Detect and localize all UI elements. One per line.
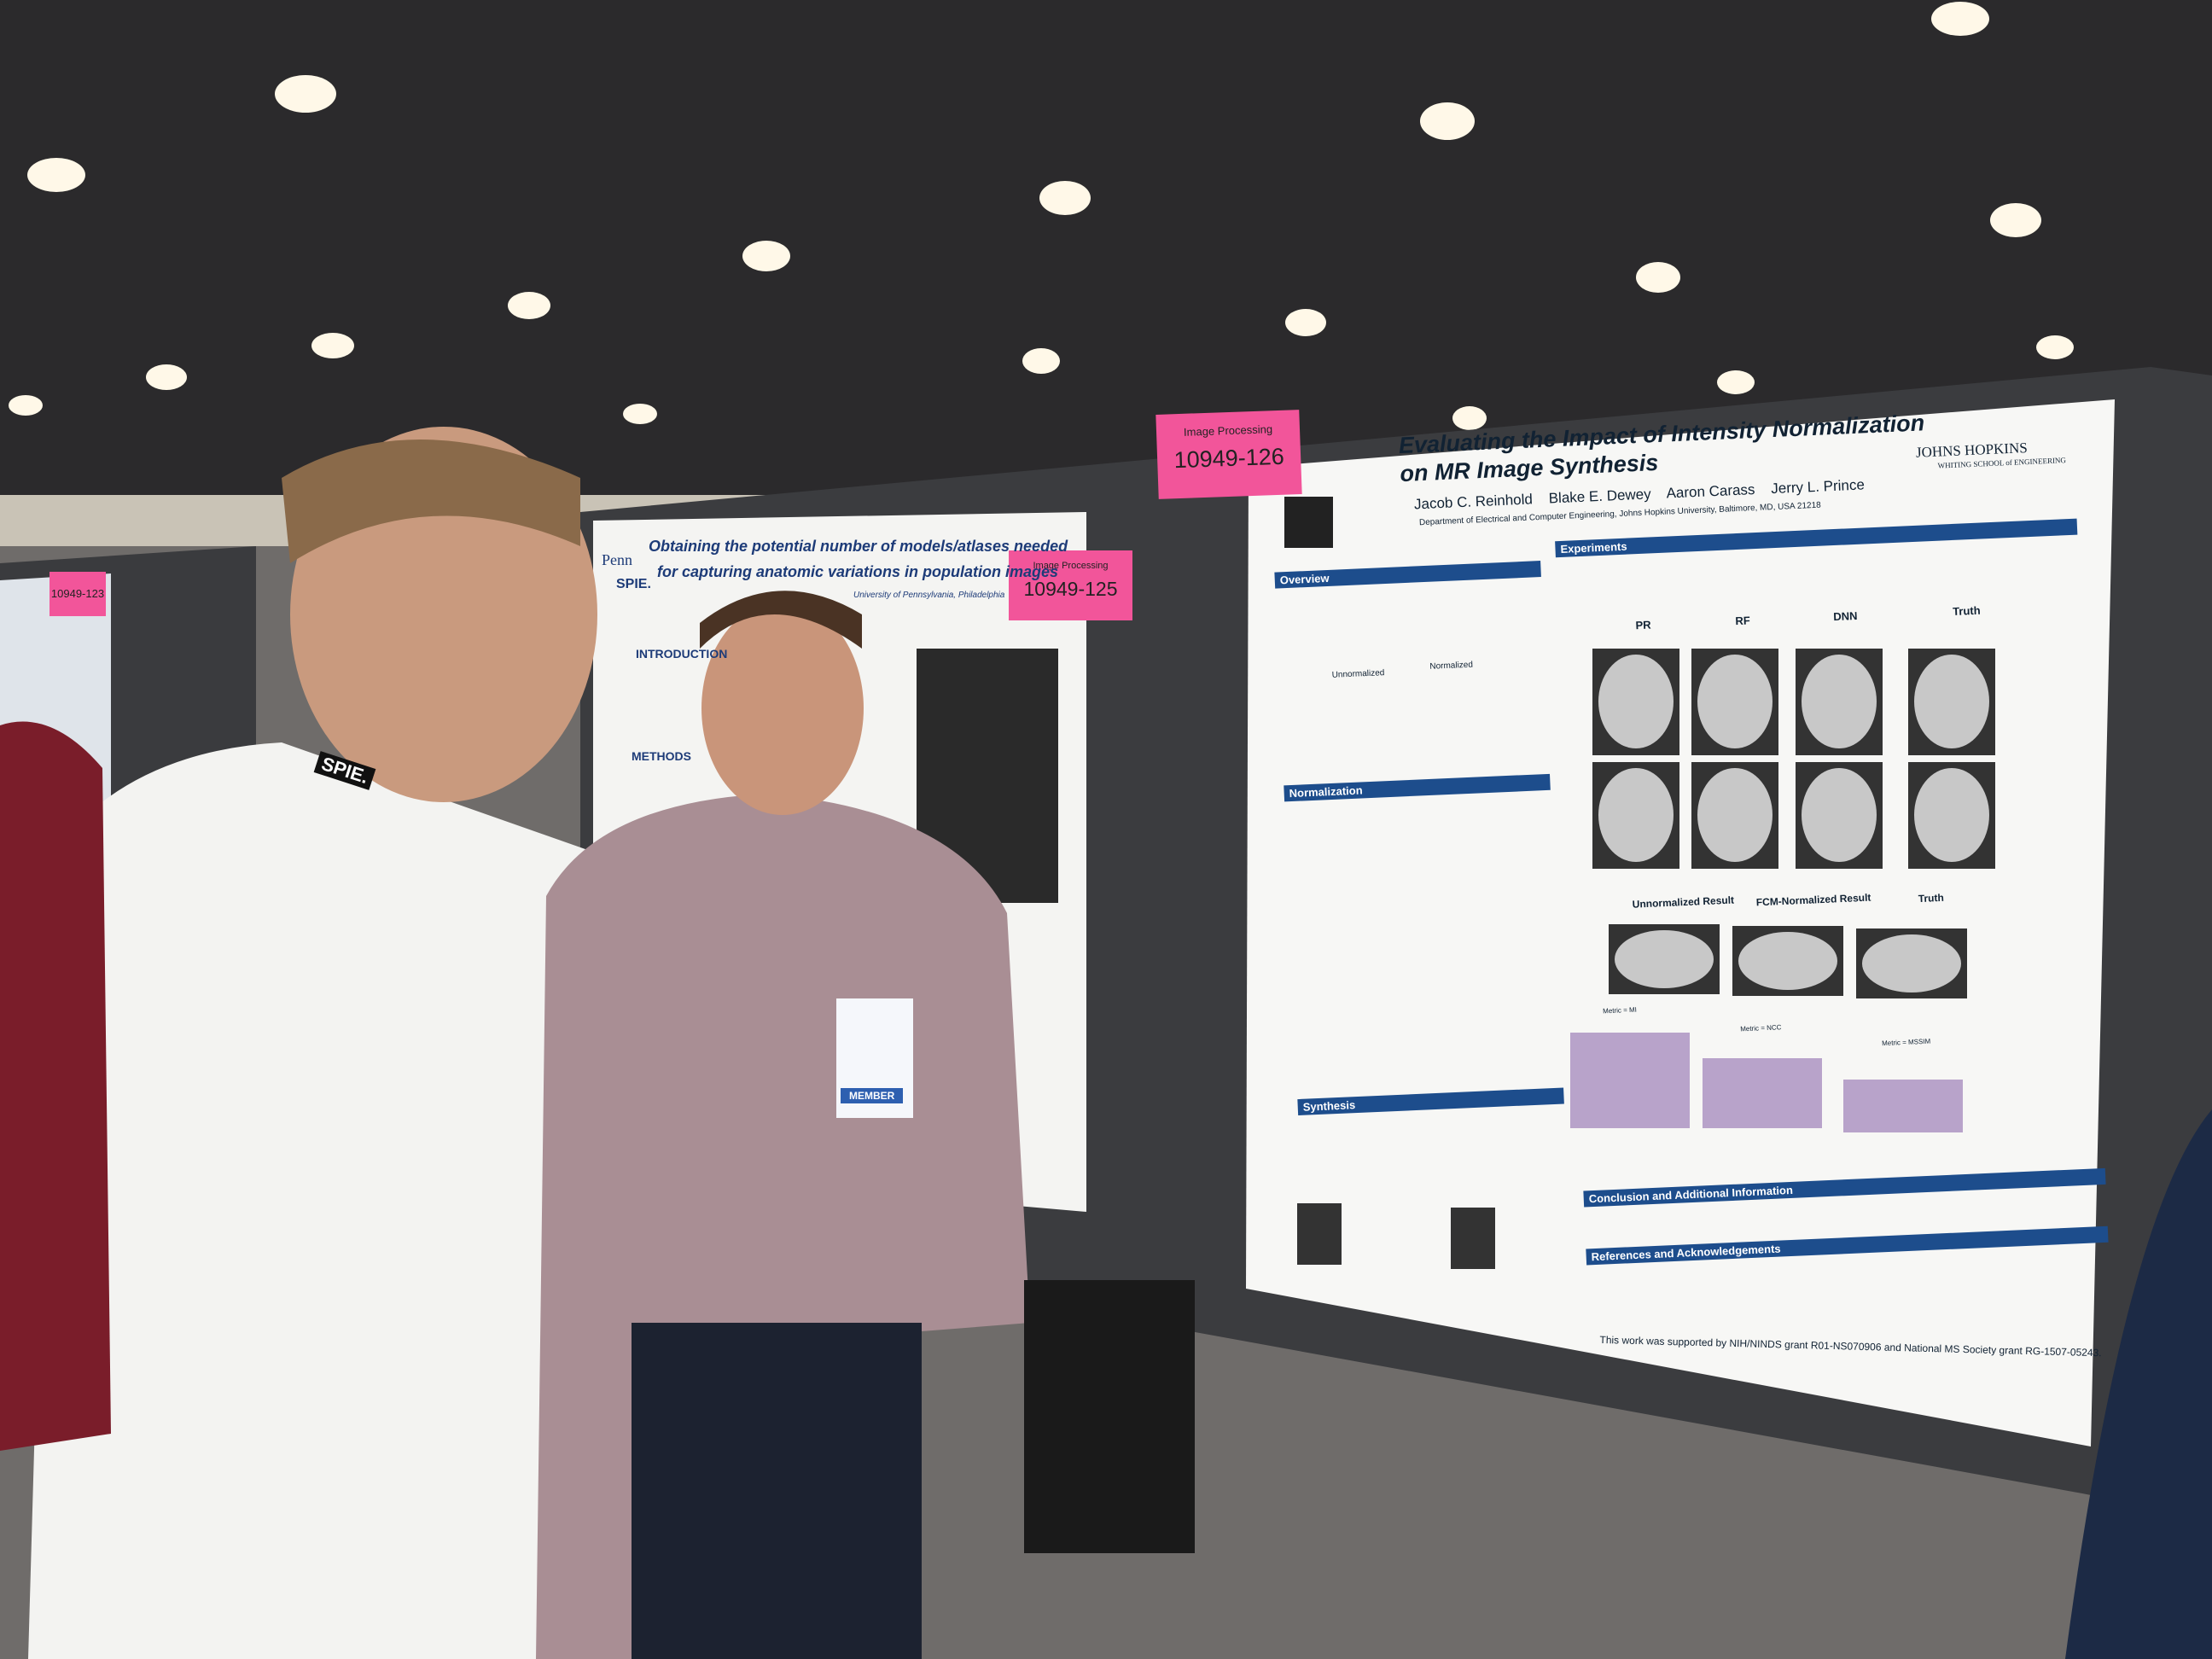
sign-category: Image Processing xyxy=(1033,561,1109,571)
image-label: RF xyxy=(1735,614,1751,628)
image-label: Truth xyxy=(1952,603,1981,619)
sign-125: Image Processing 10949-125 xyxy=(1009,550,1132,620)
section-header: Synthesis xyxy=(1297,1087,1564,1116)
image-label: FCM-Normalized Result xyxy=(1755,891,1871,909)
section-header: Normalization xyxy=(1284,773,1551,802)
poster-title: for capturing anatomic variations in pop… xyxy=(657,563,1059,580)
bar-charts xyxy=(1570,1033,1963,1132)
image-label: Truth xyxy=(1918,891,1945,905)
section-header: METHODS xyxy=(632,749,691,763)
qr-code xyxy=(1284,497,1333,548)
image-label: DNN xyxy=(1832,608,1858,624)
image-label: PR xyxy=(1635,618,1651,632)
sign-number: 10949-123 xyxy=(50,587,105,600)
badge-text: MEMBER xyxy=(841,1088,904,1103)
section-header: References and Acknowledgements xyxy=(1586,1225,2109,1266)
author: Jerry L. Prince xyxy=(1770,476,1866,498)
sign-123: 10949-123 xyxy=(49,572,106,616)
brain-tissue xyxy=(1598,655,1989,992)
funding: This work was supported by NIH/NINDS gra… xyxy=(1599,1333,2102,1359)
hair-center xyxy=(700,591,862,649)
section-header: Conclusion and Additional Information xyxy=(1583,1167,2106,1208)
author: Jacob C. Reinhold xyxy=(1413,491,1534,513)
ceiling-lights xyxy=(9,2,2074,430)
man-white-shirt xyxy=(28,742,649,1659)
sign-number: 10949-125 xyxy=(1023,578,1118,600)
section-header: Overview xyxy=(1274,561,1541,589)
chart-label: Metric = NCC xyxy=(1740,1023,1782,1033)
author: Aaron Carass xyxy=(1666,481,1755,502)
image-label: Unnormalized Result xyxy=(1632,894,1735,911)
author: Blake E. Dewey xyxy=(1548,486,1652,507)
logo: Penn xyxy=(602,551,632,568)
poster-title: Obtaining the potential number of models… xyxy=(649,538,1068,555)
chart-label: Metric = MI xyxy=(1602,1005,1638,1016)
poster-title: Evaluating the Impact of Intensity Norma… xyxy=(1398,410,1925,459)
chart-label: Metric = MSSIM xyxy=(1881,1037,1931,1048)
section-header: INTRODUCTION xyxy=(636,647,728,661)
person-right-edge xyxy=(2065,1109,2212,1659)
histogram-label: Unnormalized xyxy=(1331,668,1385,680)
logo: SPIE. xyxy=(616,577,651,591)
trousers xyxy=(632,1323,922,1659)
hair-left xyxy=(282,439,580,563)
histogram-label: Normalized xyxy=(1429,660,1474,672)
section-header: Experiments xyxy=(1555,518,2078,558)
affiliation: University of Pennsylvania, Philadelphia xyxy=(853,591,1005,600)
person-left-edge xyxy=(0,721,111,1451)
head-center xyxy=(701,602,864,815)
legs-behind xyxy=(1024,1280,1195,1553)
